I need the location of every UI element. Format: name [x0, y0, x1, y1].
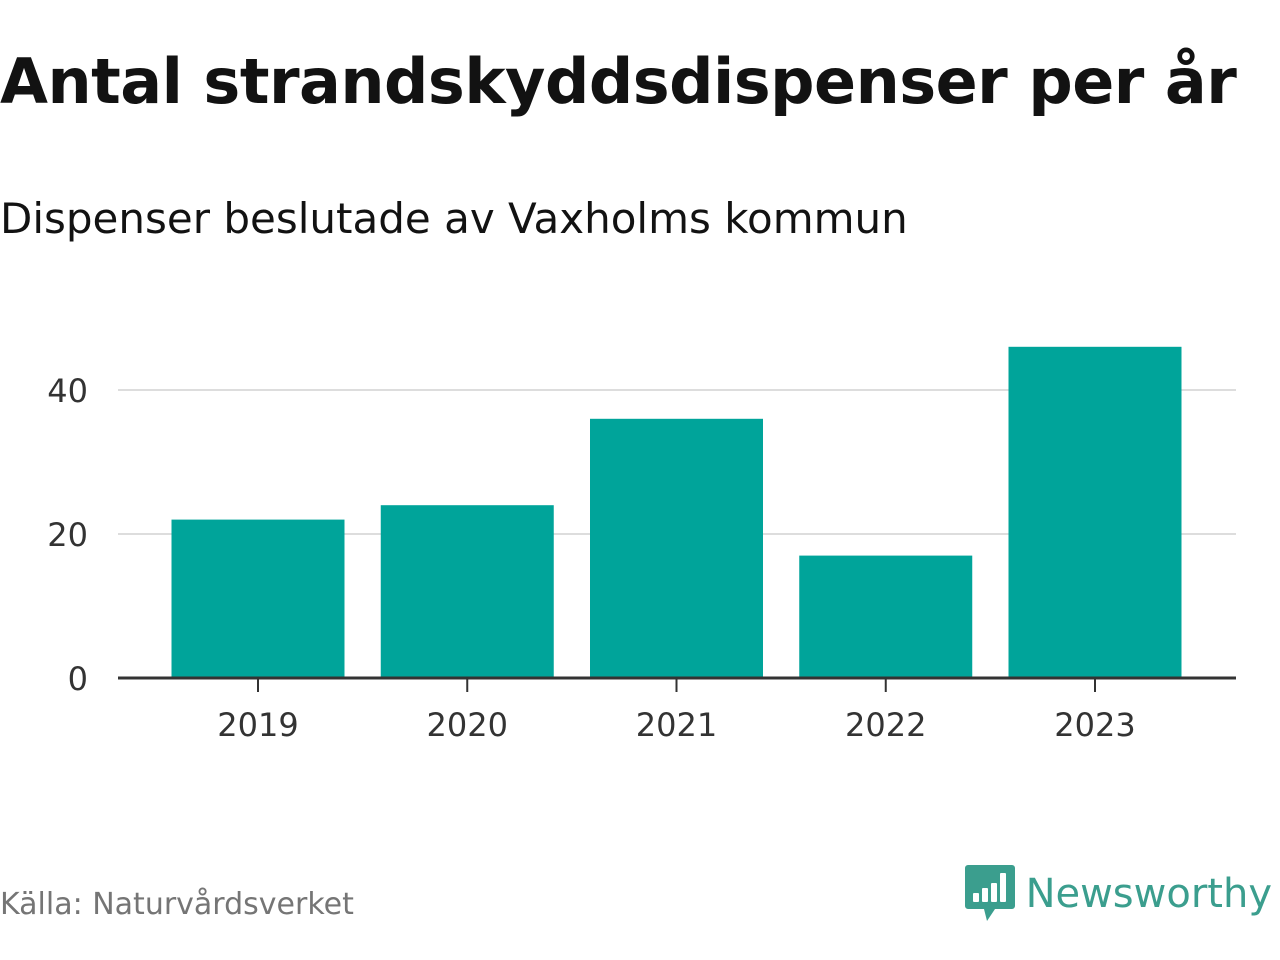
- x-tick-label: 2021: [636, 706, 717, 744]
- bar-2023: [1008, 346, 1182, 678]
- x-tick-label: 2023: [1054, 706, 1135, 744]
- brand-logo: Newsworthy: [964, 862, 1272, 926]
- x-axis: [118, 676, 1236, 692]
- brand-name: Newsworthy: [1025, 871, 1272, 917]
- y-tick-label: 0: [68, 660, 88, 698]
- x-tick-label: 2019: [217, 706, 298, 744]
- chart-subtitle: Dispenser beslutade av Vaxholms kommun: [0, 194, 908, 243]
- x-tick-label: 2020: [427, 706, 508, 744]
- y-tick-label: 40: [47, 372, 88, 410]
- chart-title: Antal strandskyddsdispenser per år: [0, 45, 1237, 118]
- bar-chart: 0 20 40 2019 2020 2021 2022 2023: [47, 346, 1236, 744]
- bar-2019: [171, 519, 345, 678]
- bar-chart-speech-bubble-icon: [964, 865, 1015, 921]
- y-axis-tick-labels: 0 20 40: [47, 372, 88, 698]
- bars: [171, 346, 1182, 678]
- bar-2021: [590, 418, 763, 678]
- bar-2022: [799, 555, 973, 678]
- x-axis-tick-labels: 2019 2020 2021 2022 2023: [217, 706, 1135, 744]
- bar-2020: [380, 505, 554, 678]
- source-note: Källa: Naturvårdsverket: [0, 887, 354, 922]
- y-tick-label: 20: [47, 516, 88, 554]
- x-tick-label: 2022: [845, 706, 926, 744]
